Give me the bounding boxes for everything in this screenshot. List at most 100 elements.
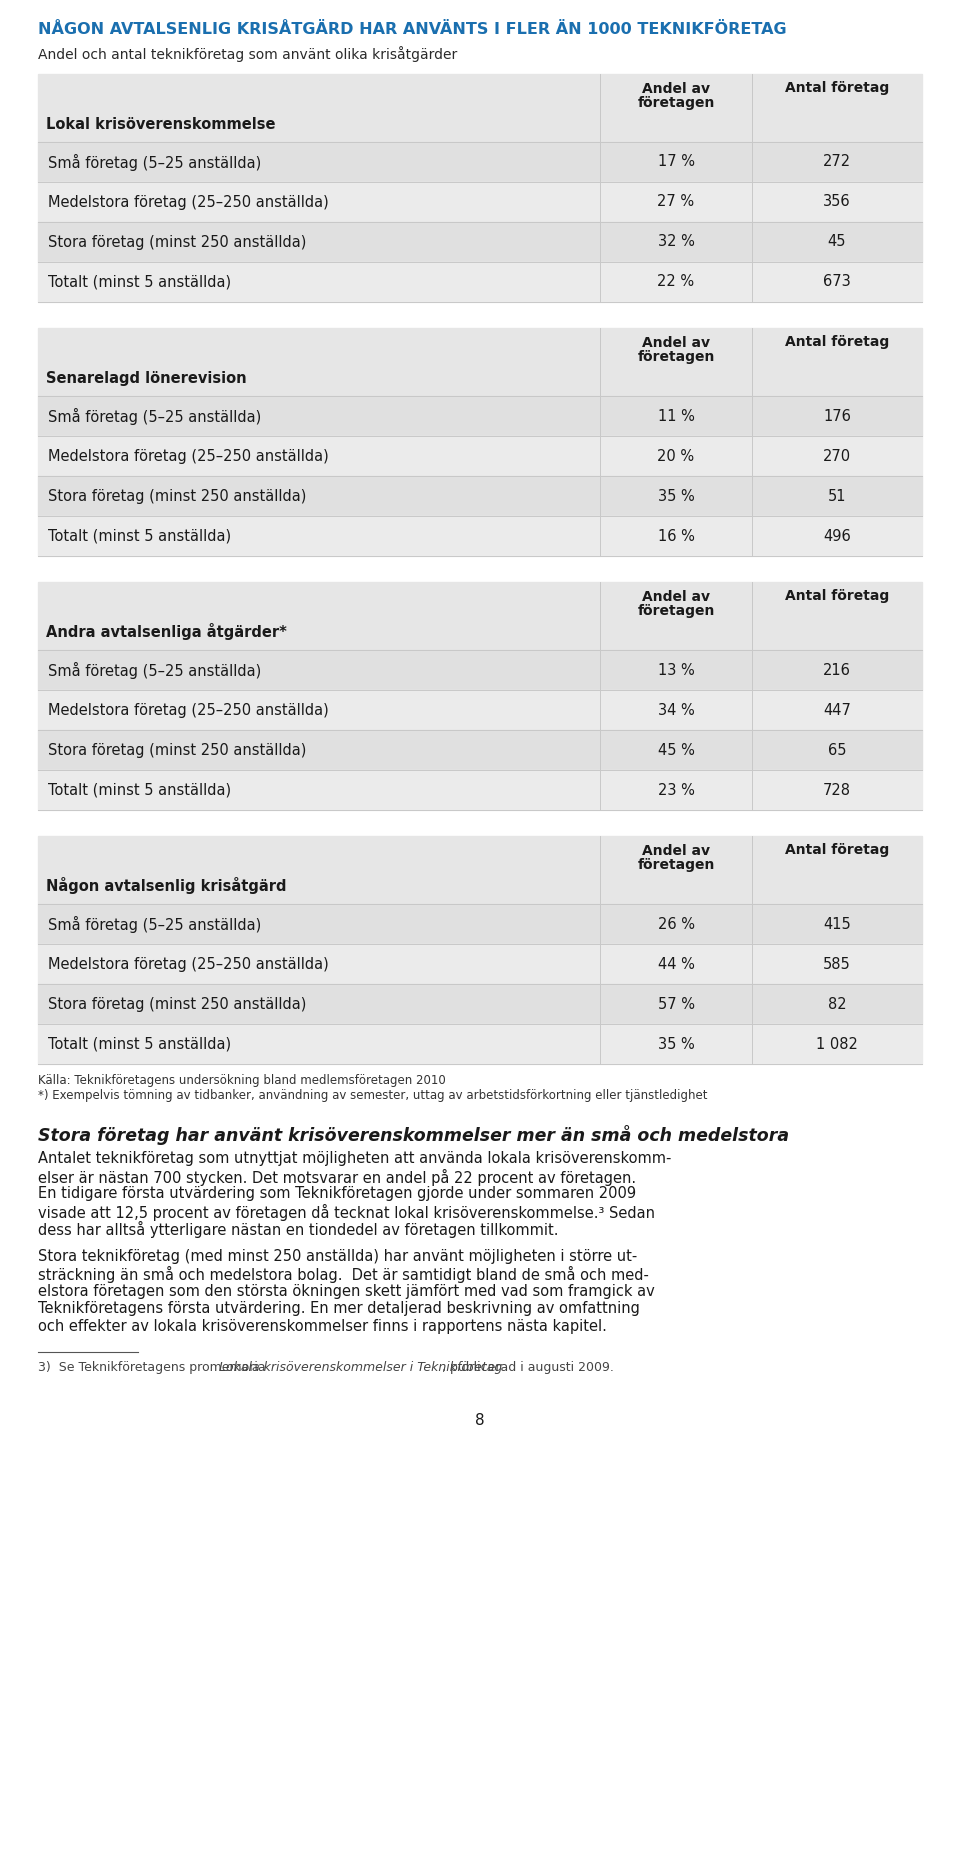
Text: Stora företag har använt krisöverenskommelser mer än små och medelstora: Stora företag har använt krisöverenskomm… [38,1125,789,1146]
Text: 20 %: 20 % [658,448,695,463]
Text: Antal företag: Antal företag [785,335,889,350]
Text: Totalt (minst 5 anställda): Totalt (minst 5 anställda) [48,275,231,290]
Text: Små företag (5–25 anställda): Små företag (5–25 anställda) [48,915,261,932]
Text: 51: 51 [828,489,847,504]
Text: och effekter av lokala krisöverenskommelser finns i rapportens nästa kapitel.: och effekter av lokala krisöverenskommel… [38,1319,607,1334]
Text: Antal företag: Antal företag [785,82,889,95]
Text: Någon avtalsenlig krisåtgärd: Någon avtalsenlig krisåtgärd [46,878,286,895]
Text: 35 %: 35 % [658,1036,694,1051]
Text: 65: 65 [828,742,847,757]
Bar [38,1025,922,1064]
Text: 216: 216 [823,662,851,677]
Text: företagen: företagen [637,350,714,365]
Text: 8: 8 [475,1414,485,1428]
Text: 585: 585 [823,956,851,971]
Bar [38,221,922,262]
Text: Antal företag: Antal företag [785,843,889,857]
Text: *) Exempelvis tömning av tidbanker, användning av semester, uttag av arbetstidsf: *) Exempelvis tömning av tidbanker, anvä… [38,1088,708,1101]
Text: Andel och antal teknikföretag som använt olika krisåtgärder: Andel och antal teknikföretag som använt… [38,46,457,61]
Text: dess har alltså ytterligare nästan en tiondedel av företagen tillkommit.: dess har alltså ytterligare nästan en ti… [38,1220,559,1239]
Text: Antalet teknikföretag som utnyttjat möjligheten att använda lokala krisöverensko: Antalet teknikföretag som utnyttjat möjl… [38,1151,671,1166]
Text: Andra avtalsenliga åtgärder*: Andra avtalsenliga åtgärder* [46,623,287,640]
Text: NÅGON AVTALSENLIG KRISÅTGÄRD HAR ANVÄNTS I FLER ÄN 1000 TEKNIKFÖRETAG: NÅGON AVTALSENLIG KRISÅTGÄRD HAR ANVÄNTS… [38,22,786,37]
Text: 673: 673 [823,275,851,290]
Text: 82: 82 [828,997,847,1012]
Text: 26 %: 26 % [658,917,694,932]
Bar [38,582,922,649]
Text: Stora företag (minst 250 anställda): Stora företag (minst 250 anställda) [48,489,306,504]
Text: 3)  Se Teknikföretagens promemoria: 3) Se Teknikföretagens promemoria [38,1362,270,1375]
Text: Stora företag (minst 250 anställda): Stora företag (minst 250 anställda) [48,742,306,757]
Bar [38,984,922,1025]
Text: 447: 447 [823,703,851,718]
Text: 496: 496 [823,528,851,543]
Text: Teknikföretagens första utvärdering. En mer detaljerad beskrivning av omfattning: Teknikföretagens första utvärdering. En … [38,1300,640,1317]
Text: Totalt (minst 5 anställda): Totalt (minst 5 anställda) [48,528,231,543]
Text: 415: 415 [823,917,851,932]
Text: 23 %: 23 % [658,783,694,798]
Text: Små företag (5–25 anställda): Små företag (5–25 anställda) [48,407,261,424]
Text: Andel av: Andel av [642,844,710,857]
Text: elstora företagen som den största ökningen skett jämfört med vad som framgick av: elstora företagen som den största ökning… [38,1283,655,1298]
Text: Senarelagd lönerevision: Senarelagd lönerevision [46,370,247,387]
Text: Andel av: Andel av [642,82,710,97]
Text: 44 %: 44 % [658,956,694,971]
Text: 176: 176 [823,409,851,424]
Text: 35 %: 35 % [658,489,694,504]
Text: Lokal krisöverenskommelse: Lokal krisöverenskommelse [46,117,276,132]
Bar [38,262,922,301]
Text: Stora företag (minst 250 anställda): Stora företag (minst 250 anställda) [48,997,306,1012]
Text: 34 %: 34 % [658,703,694,718]
Bar [38,649,922,690]
Text: 13 %: 13 % [658,662,694,677]
Text: Lokala krisöverenskommelser i Teknikföretag: Lokala krisöverenskommelser i Teknikföre… [219,1362,502,1375]
Text: 45: 45 [828,234,847,249]
Text: En tidigare första utvärdering som Teknikföretagen gjorde under sommaren 2009: En tidigare första utvärdering som Tekni… [38,1187,636,1202]
Bar [38,904,922,945]
Text: Medelstora företag (25–250 anställda): Medelstora företag (25–250 anställda) [48,448,328,463]
Text: Andel av: Andel av [642,590,710,604]
Bar [38,74,922,141]
Text: Totalt (minst 5 anställda): Totalt (minst 5 anställda) [48,1036,231,1051]
Text: , publicerad i augusti 2009.: , publicerad i augusti 2009. [442,1362,613,1375]
Text: företagen: företagen [637,857,714,872]
Text: 22 %: 22 % [658,275,695,290]
Text: Medelstora företag (25–250 anställda): Medelstora företag (25–250 anställda) [48,195,328,210]
Text: 356: 356 [823,195,851,210]
Bar [38,182,922,221]
Bar [38,835,922,904]
Text: Små företag (5–25 anställda): Små företag (5–25 anställda) [48,662,261,679]
Text: 27 %: 27 % [658,195,695,210]
Text: Små företag (5–25 anställda): Små företag (5–25 anställda) [48,154,261,171]
Bar [38,690,922,729]
Text: 45 %: 45 % [658,742,694,757]
Text: 270: 270 [823,448,852,463]
Bar [38,515,922,556]
Text: 728: 728 [823,783,851,798]
Text: 11 %: 11 % [658,409,694,424]
Text: 272: 272 [823,154,852,169]
Text: 1 082: 1 082 [816,1036,858,1051]
Text: Stora teknikföretag (med minst 250 anställda) har använt möjligheten i större ut: Stora teknikföretag (med minst 250 anstä… [38,1248,637,1263]
Bar [38,729,922,770]
Text: 16 %: 16 % [658,528,694,543]
Text: Medelstora företag (25–250 anställda): Medelstora företag (25–250 anställda) [48,703,328,718]
Bar [38,945,922,984]
Text: Antal företag: Antal företag [785,590,889,603]
Text: företagen: företagen [637,604,714,618]
Text: Medelstora företag (25–250 anställda): Medelstora företag (25–250 anställda) [48,956,328,971]
Bar [38,770,922,809]
Text: visade att 12,5 procent av företagen då tecknat lokal krisöverenskommelse.³ Seda: visade att 12,5 procent av företagen då … [38,1203,655,1220]
Text: Stora företag (minst 250 anställda): Stora företag (minst 250 anställda) [48,234,306,249]
Text: 32 %: 32 % [658,234,694,249]
Bar [38,476,922,515]
Text: sträckning än små och medelstora bolag.  Det är samtidigt bland de små och med-: sträckning än små och medelstora bolag. … [38,1267,649,1283]
Bar [38,141,922,182]
Text: företagen: företagen [637,97,714,110]
Bar [38,327,922,396]
Bar [38,396,922,435]
Text: 17 %: 17 % [658,154,694,169]
Text: Totalt (minst 5 anställda): Totalt (minst 5 anställda) [48,783,231,798]
Text: Andel av: Andel av [642,337,710,350]
Bar [38,435,922,476]
